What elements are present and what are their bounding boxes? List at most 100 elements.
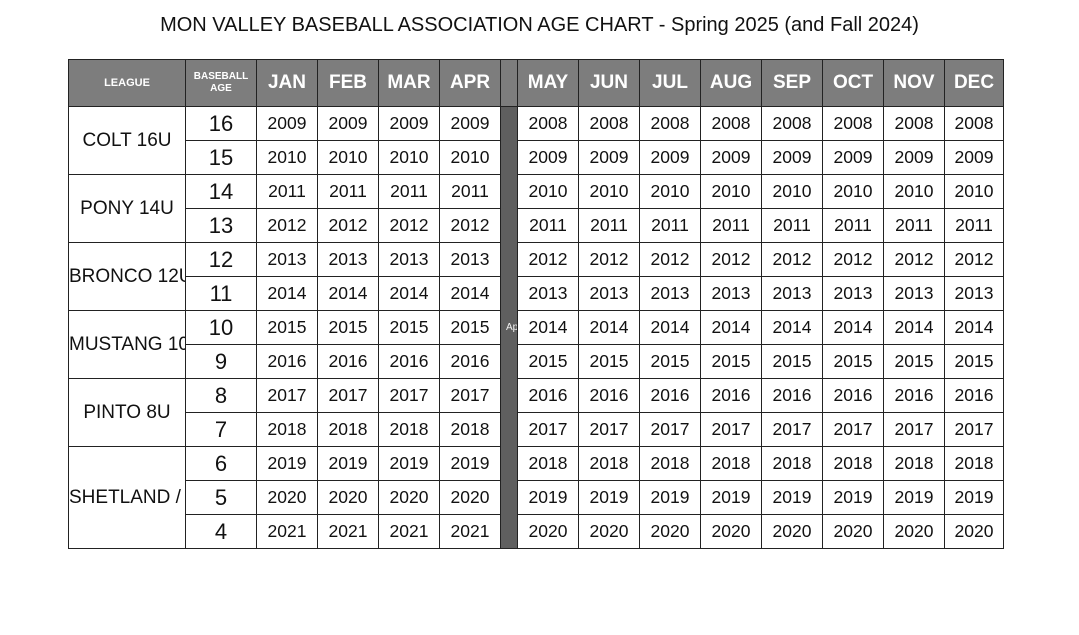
birth-year-cell: 2017	[883, 412, 945, 447]
table-row: 15 2010 2010 2010 2010 2009 2009 2009 2009 2009 20…	[69, 140, 1004, 175]
birth-year-cell: 2012	[822, 242, 884, 277]
birth-year-cell: 2015	[822, 344, 884, 379]
birth-year-cell: 2010	[378, 140, 440, 175]
league-header: LEAGUE	[68, 59, 186, 107]
birth-year-cell: 2012	[761, 242, 823, 277]
birth-year-cell: 2016	[578, 378, 640, 413]
baseball-age-cell: 8	[185, 378, 257, 413]
cutoff-divider: April 30th Cutoff	[500, 106, 518, 549]
birth-year-cell: 2008	[639, 106, 701, 141]
table-row: COLT 16U162009200920092009April 30th Cut…	[68, 106, 1004, 549]
table-row: SHETLAND / T-BALL62019201920192019201820…	[68, 446, 1004, 549]
birth-year-cell: 2008	[883, 106, 945, 141]
birth-year-cell: 2010	[256, 140, 318, 175]
birth-year-cell: 2012	[578, 242, 640, 277]
chart-body: COLT 16U162009200920092009April 30th Cut…	[68, 106, 1004, 549]
birth-year-cell: 2019	[883, 480, 945, 515]
birth-year-cell: 2009	[944, 140, 1004, 175]
birth-year-cell: 2015	[883, 344, 945, 379]
birth-year-cell: 2018	[883, 446, 945, 481]
league-name-cell: COLT 16U	[68, 106, 186, 175]
birth-year-cell: 2019	[578, 480, 640, 515]
league-name-cell: PINTO 8U	[68, 378, 186, 447]
birth-year-cell: 2021	[378, 514, 440, 549]
table-row: 9 2016 2016 2016 2016 2015 2015 2015 2015 2015 201…	[69, 344, 1004, 379]
birth-year-cell: 2014	[439, 276, 501, 311]
birth-year-cell: 2011	[378, 174, 440, 209]
birth-year-cell: 2010	[439, 140, 501, 175]
birth-year-cell: 2018	[378, 412, 440, 447]
birth-year-cell: 2012	[944, 242, 1004, 277]
birth-year-cell: 2013	[317, 242, 379, 277]
birth-year-cell: 2014	[700, 310, 762, 345]
birth-year-cell: 2016	[639, 378, 701, 413]
birth-year-cell: 2012	[517, 242, 579, 277]
league-name-cell: SHETLAND / T-BALL	[68, 446, 186, 549]
birth-year-cell: 2020	[439, 480, 501, 515]
baseball-age-cell: 7	[185, 412, 257, 447]
month-header-jul: JUL	[639, 59, 701, 107]
baseball-age-cell: 15	[185, 140, 257, 175]
baseball-age-header: BASEBALL AGE	[185, 59, 257, 107]
birth-year-cell: 2018	[822, 446, 884, 481]
month-header-jan: JAN	[256, 59, 318, 107]
birth-year-cell: 2011	[317, 174, 379, 209]
birth-year-cell: 2019	[761, 480, 823, 515]
birth-year-cell: 2018	[578, 446, 640, 481]
birth-year-cell: 2018	[439, 412, 501, 447]
birth-year-cell: 2009	[578, 140, 640, 175]
birth-year-cell: 2017	[639, 412, 701, 447]
league-name-cell: MUSTANG 10U	[68, 310, 186, 379]
birth-year-cell: 2011	[944, 208, 1004, 243]
birth-year-cell: 2016	[439, 344, 501, 379]
month-header-nov: NOV	[883, 59, 945, 107]
birth-year-cell: 2012	[439, 208, 501, 243]
birth-year-cell: 2009	[378, 106, 440, 141]
age-chart-table: LEAGUE BASEBALL AGE JAN FEB MAR APR MAY …	[68, 59, 1004, 549]
birth-year-cell: 2010	[822, 174, 884, 209]
birth-year-cell: 2019	[822, 480, 884, 515]
header-row: LEAGUE BASEBALL AGE JAN FEB MAR APR MAY …	[68, 59, 1004, 107]
birth-year-cell: 2018	[700, 446, 762, 481]
birth-year-cell: 2019	[517, 480, 579, 515]
birth-year-cell: 2020	[944, 514, 1004, 549]
birth-year-cell: 2011	[883, 208, 945, 243]
table-row: 4 2021 2021 2021 2021 2020 2020 2020 2020 2020 202…	[69, 514, 1004, 549]
baseball-age-cell: 5	[185, 480, 257, 515]
birth-year-cell: 2014	[761, 310, 823, 345]
birth-year-cell: 2020	[883, 514, 945, 549]
birth-year-cell: 2015	[944, 344, 1004, 379]
table-row: 11 2014 2014 2014 2014 2013 2013 2013 2013 2013 20…	[69, 276, 1004, 311]
baseball-age-cell: 13	[185, 208, 257, 243]
baseball-age-cell: 10	[185, 310, 257, 345]
baseball-age-cell: 12	[185, 242, 257, 277]
birth-year-cell: 2017	[761, 412, 823, 447]
month-header-aug: AUG	[700, 59, 762, 107]
birth-year-cell: 2012	[883, 242, 945, 277]
birth-year-cell: 2014	[639, 310, 701, 345]
table-row: MUSTANG 10U10201520152015201520142014201…	[68, 310, 1004, 379]
month-header-apr: APR	[439, 59, 501, 107]
birth-year-cell: 2015	[317, 310, 379, 345]
birth-year-cell: 2019	[378, 446, 440, 481]
birth-year-cell: 2013	[761, 276, 823, 311]
birth-year-cell: 2014	[578, 310, 640, 345]
birth-year-cell: 2014	[317, 276, 379, 311]
birth-year-cell: 2019	[256, 446, 318, 481]
birth-year-cell: 2009	[256, 106, 318, 141]
birth-year-cell: 2011	[439, 174, 501, 209]
page-title: MON VALLEY BASEBALL ASSOCIATION AGE CHAR…	[160, 14, 919, 36]
birth-year-cell: 2018	[317, 412, 379, 447]
birth-year-cell: 2020	[517, 514, 579, 549]
baseball-age-cell: 14	[185, 174, 257, 209]
birth-year-cell: 2011	[822, 208, 884, 243]
birth-year-cell: 2020	[822, 514, 884, 549]
birth-year-cell: 2016	[761, 378, 823, 413]
birth-year-cell: 2009	[822, 140, 884, 175]
birth-year-cell: 2011	[639, 208, 701, 243]
birth-year-cell: 2019	[944, 480, 1004, 515]
birth-year-cell: 2010	[317, 140, 379, 175]
birth-year-cell: 2009	[517, 140, 579, 175]
baseball-age-cell: 16	[185, 106, 257, 141]
birth-year-cell: 2011	[761, 208, 823, 243]
